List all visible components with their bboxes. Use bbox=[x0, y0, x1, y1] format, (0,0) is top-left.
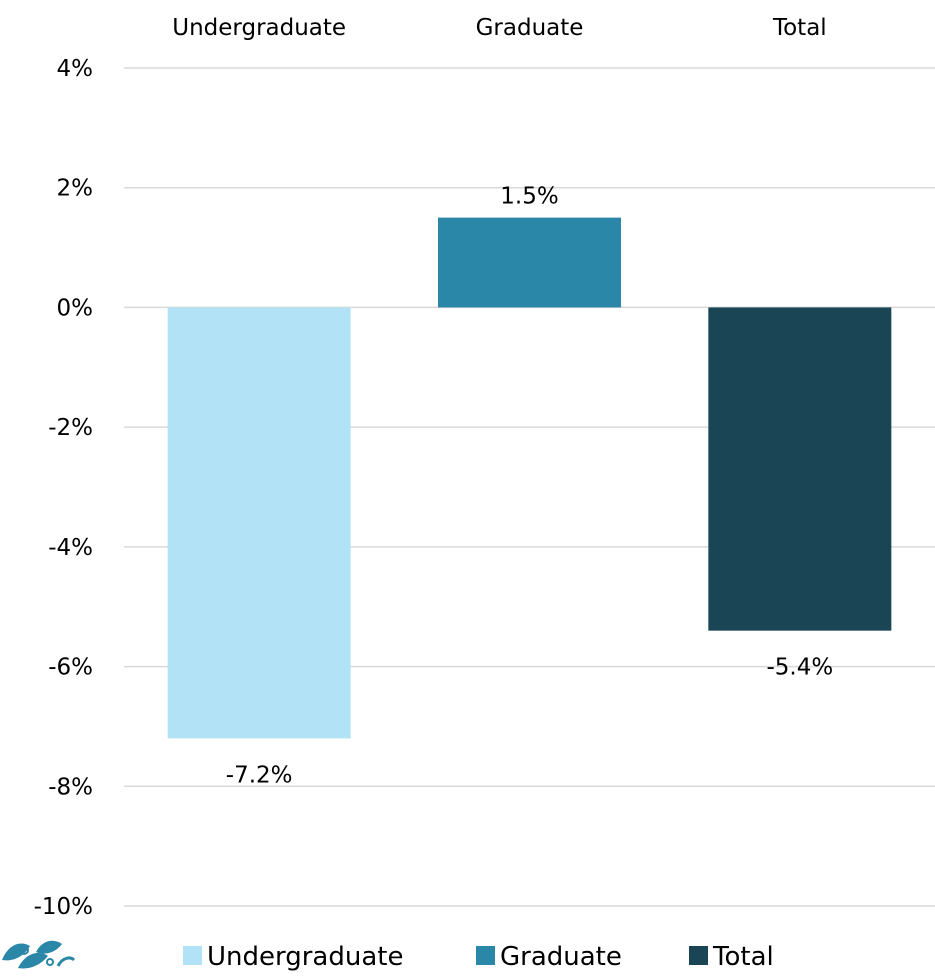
legend-swatch bbox=[689, 946, 708, 965]
y-axis-ticks: 4% 2% 0% -2% -4% -6% -8% -10% bbox=[34, 56, 93, 920]
category-labels: Undergraduate Graduate Total bbox=[172, 15, 826, 41]
data-label: -5.4% bbox=[766, 655, 833, 681]
y-tick-label: -8% bbox=[48, 774, 93, 800]
y-tick-label: -4% bbox=[48, 535, 93, 561]
legend-swatch bbox=[183, 946, 202, 965]
y-tick-label: 2% bbox=[57, 176, 94, 202]
y-tick-label: -2% bbox=[48, 415, 93, 441]
y-tick-label: 4% bbox=[57, 56, 94, 82]
y-tick-label: -10% bbox=[34, 894, 93, 920]
leaf-logo bbox=[2, 940, 76, 969]
legend-label: Total bbox=[712, 942, 774, 972]
bars bbox=[167, 217, 892, 739]
data-labels: -7.2% 1.5% -5.4% bbox=[226, 184, 833, 789]
data-label: -7.2% bbox=[226, 762, 293, 788]
bar-total bbox=[708, 307, 892, 631]
category-label: Graduate bbox=[476, 15, 584, 41]
legend-swatch bbox=[476, 946, 495, 965]
y-tick-label: -6% bbox=[48, 655, 93, 681]
bar-undergraduate bbox=[167, 307, 351, 739]
legend: Undergraduate Graduate Total bbox=[183, 942, 774, 972]
legend-label: Undergraduate bbox=[207, 942, 403, 972]
category-label: Undergraduate bbox=[172, 15, 346, 41]
y-tick-label: 0% bbox=[57, 295, 94, 321]
bar-graduate bbox=[438, 217, 621, 308]
data-label: 1.5% bbox=[500, 184, 558, 210]
legend-label: Graduate bbox=[500, 942, 622, 972]
category-label: Total bbox=[772, 15, 827, 41]
